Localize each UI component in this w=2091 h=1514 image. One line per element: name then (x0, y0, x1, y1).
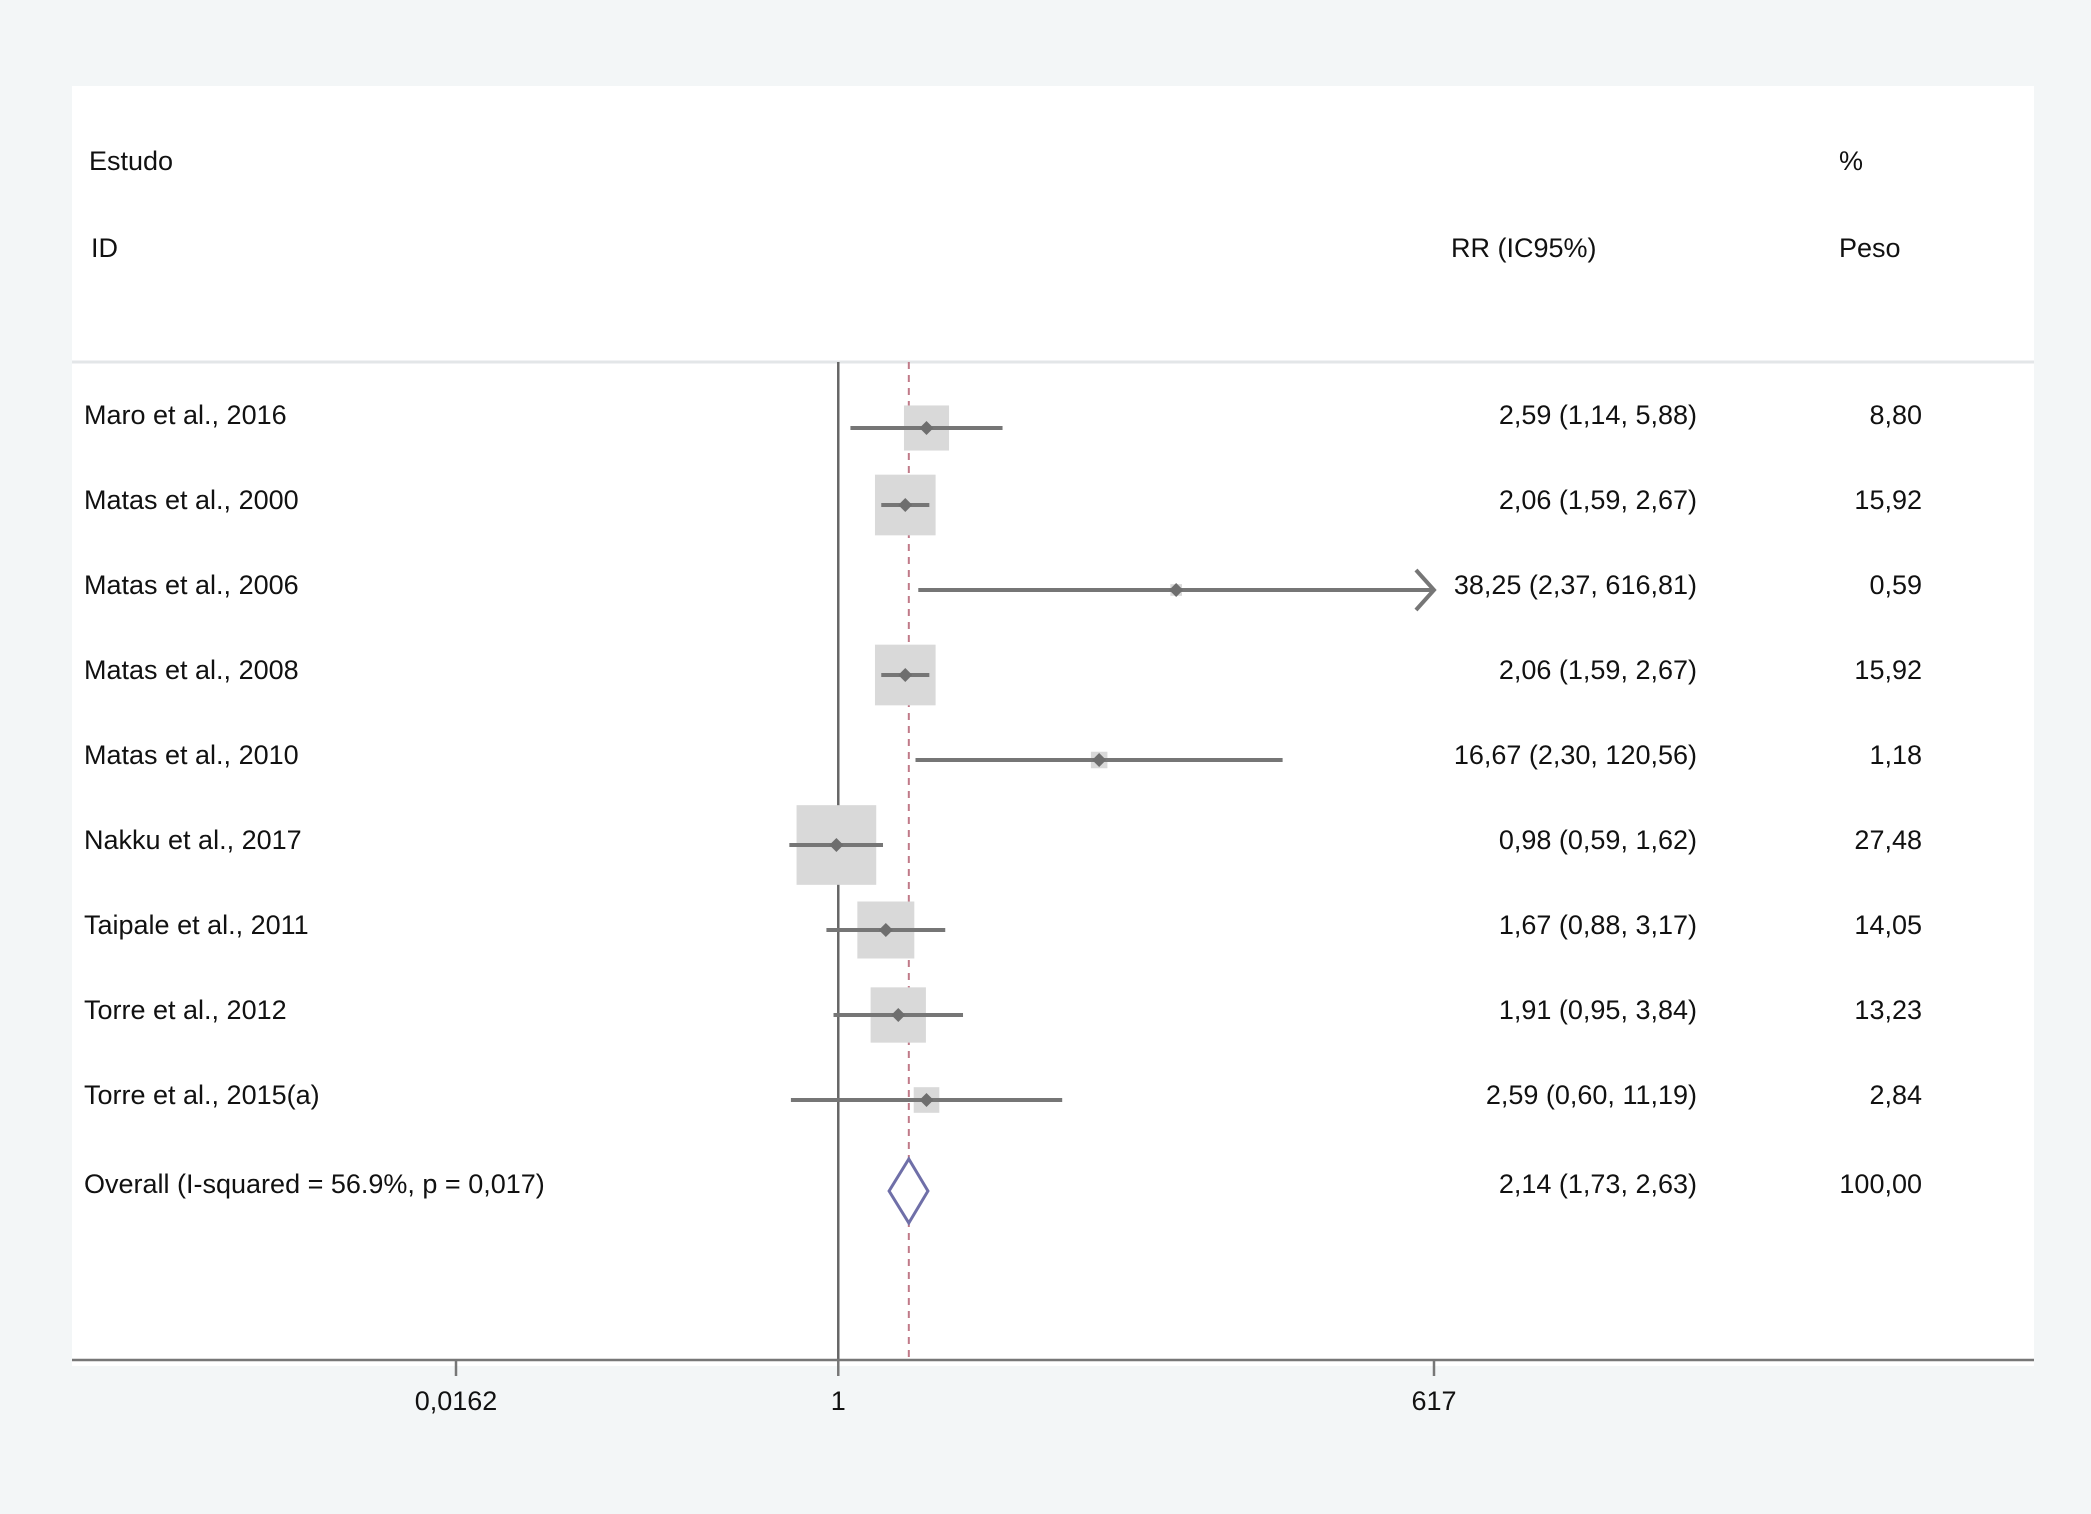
effect-ci-label: 38,25 (2,37, 616,81) (1453, 570, 1697, 600)
point-estimate (1169, 583, 1184, 597)
x-tick-label: 0,0162 (414, 1386, 498, 1416)
weight-label: 2,84 (1869, 1080, 1922, 1110)
overall-diamond (887, 1156, 930, 1226)
effect-ci-label: 1,67 (0,88, 3,17) (1498, 910, 1697, 940)
point-estimate (898, 668, 913, 682)
effect-ci-label: 0,98 (0,59, 1,62) (1498, 825, 1697, 855)
study-label: Torre et al., 2012 (84, 995, 287, 1025)
weight-label: 13,23 (1854, 995, 1922, 1025)
overall-weight-label: 100,00 (1839, 1169, 1922, 1199)
weight-label: 1,18 (1869, 740, 1922, 770)
point-estimate (919, 1093, 934, 1107)
study-label: Matas et al., 2000 (84, 485, 299, 515)
x-tick-label: 617 (1411, 1386, 1457, 1416)
header-pct-label: % (1839, 146, 1864, 176)
weight-label: 15,92 (1854, 655, 1922, 685)
effect-ci-label: 2,06 (1,59, 2,67) (1498, 655, 1697, 685)
effect-ci-label: 2,06 (1,59, 2,67) (1498, 485, 1697, 515)
point-estimate (829, 838, 844, 852)
overall-label: Overall (I-squared = 56.9%, p = 0,017) (84, 1169, 545, 1199)
effect-ci-label: 16,67 (2,30, 120,56) (1453, 740, 1697, 770)
plot-panel (72, 86, 2034, 1366)
x-tick-label: 1 (830, 1386, 846, 1416)
point-estimate (1092, 753, 1107, 767)
study-label: Torre et al., 2015(a) (84, 1080, 320, 1110)
study-label: Nakku et al., 2017 (84, 825, 302, 855)
study-label: Taipale et al., 2011 (84, 910, 309, 940)
effect-ci-label: 2,59 (0,60, 11,19) (1485, 1080, 1697, 1110)
weight-label: 15,92 (1854, 485, 1922, 515)
study-label: Maro et al., 2016 (84, 400, 287, 430)
study-label: Matas et al., 2006 (84, 570, 299, 600)
weight-label: 27,48 (1854, 825, 1922, 855)
point-estimate (919, 421, 934, 435)
weight-label: 8,80 (1869, 400, 1922, 430)
header-id-label: ID (91, 233, 118, 263)
effect-ci-label: 1,91 (0,95, 3,84) (1498, 995, 1697, 1025)
study-label: Matas et al., 2010 (84, 740, 299, 770)
weight-label: 14,05 (1854, 910, 1922, 940)
point-estimate (878, 923, 893, 937)
study-label: Matas et al., 2008 (84, 655, 299, 685)
header-effect-label: RR (IC95%) (1451, 233, 1597, 263)
weight-label: 0,59 (1869, 570, 1922, 600)
header-weight-label: Peso (1839, 233, 1901, 263)
point-estimate (898, 498, 913, 512)
overall-effect-ci-label: 2,14 (1,73, 2,63) (1498, 1169, 1697, 1199)
header-study-label: Estudo (89, 146, 174, 176)
ci-arrow (1414, 568, 1437, 612)
effect-ci-label: 2,59 (1,14, 5,88) (1498, 400, 1697, 430)
point-estimate (891, 1008, 906, 1022)
